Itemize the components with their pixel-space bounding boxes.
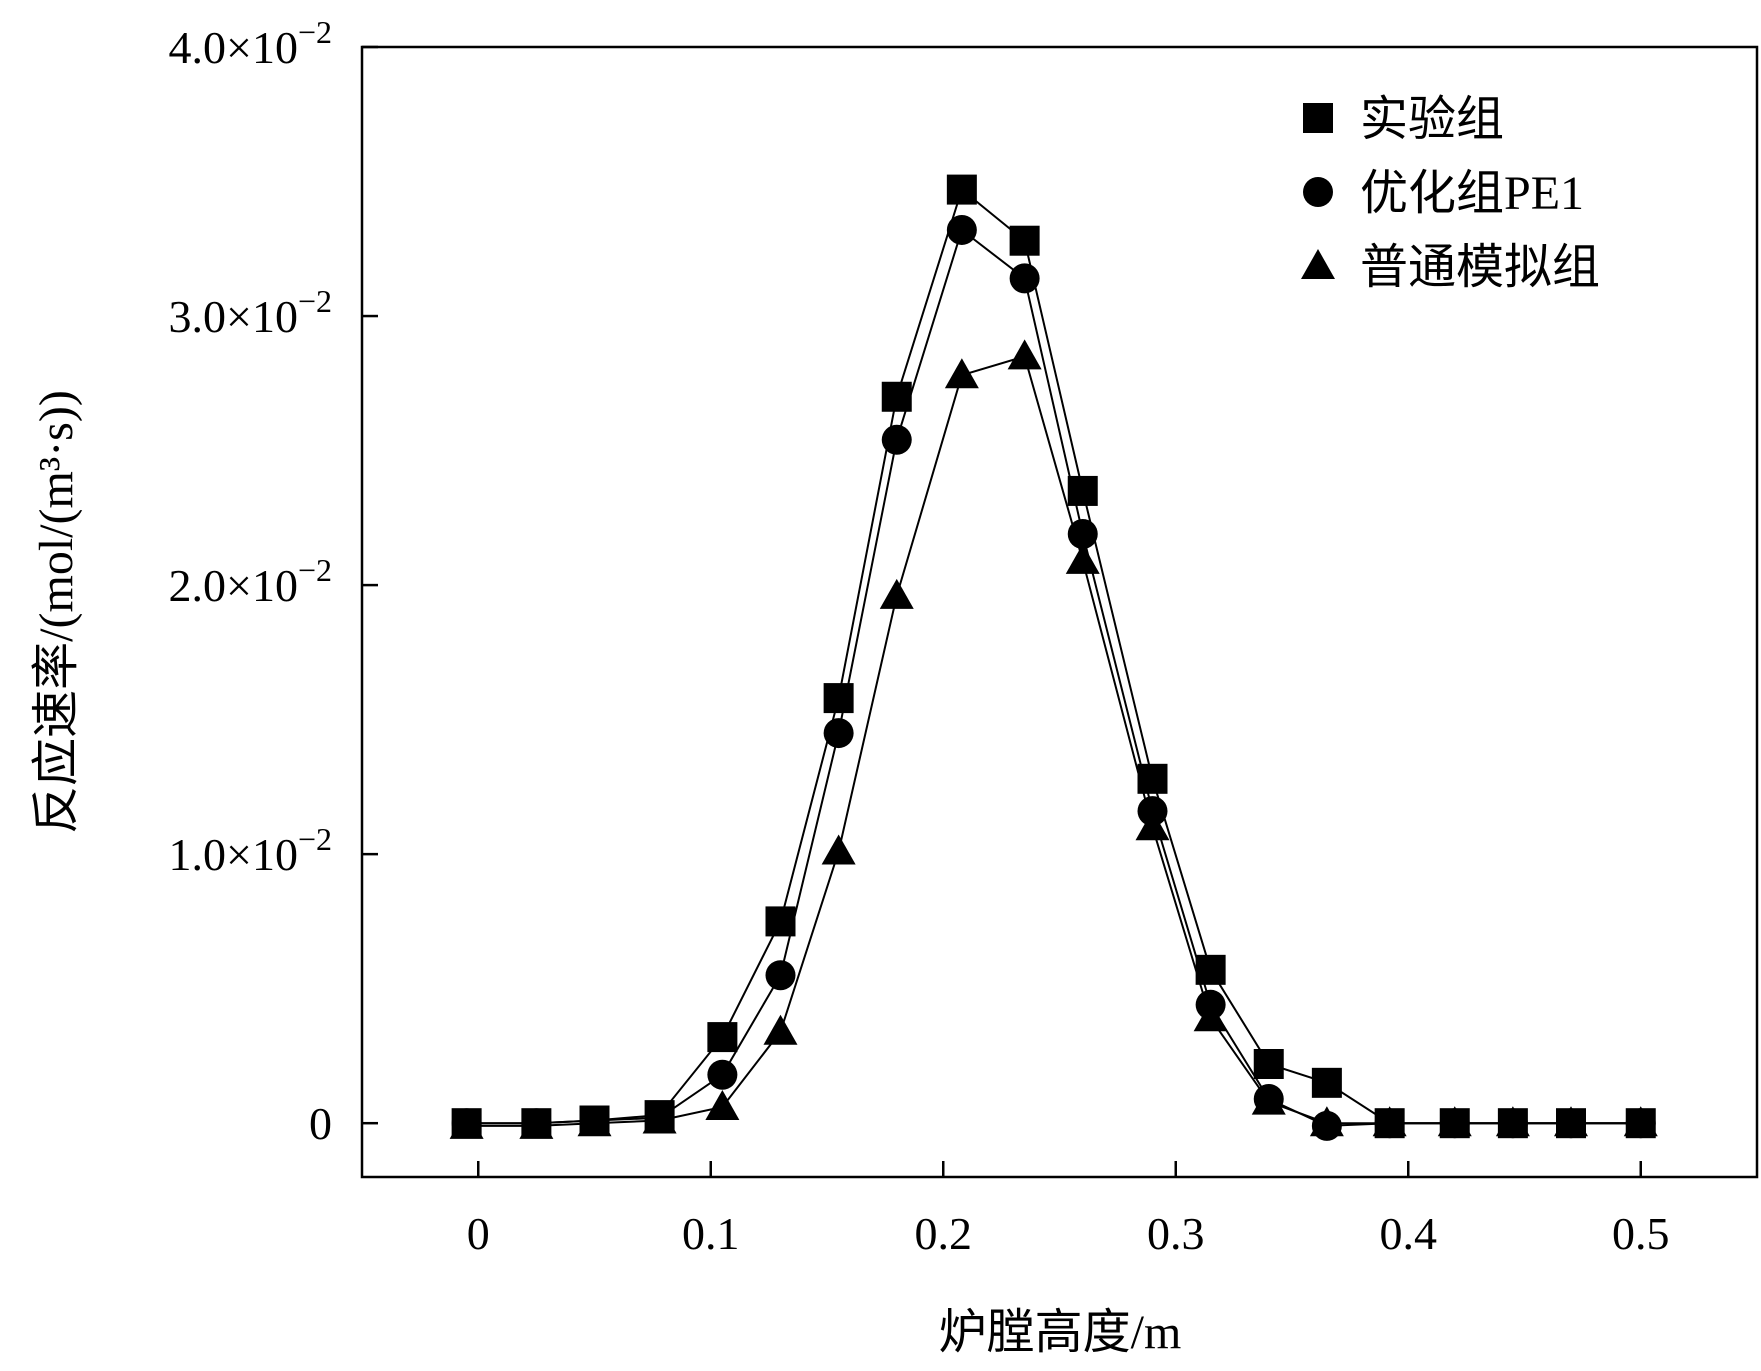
series-line: [466, 355, 1641, 1127]
legend-marker-triangle: [1301, 249, 1335, 279]
data-point-circle: [881, 424, 912, 455]
data-point-triangle: [449, 1108, 484, 1139]
data-point-triangle: [1193, 1001, 1228, 1032]
data-point-triangle: [1135, 810, 1170, 841]
series-circle: [451, 214, 1656, 1141]
data-point-triangle: [944, 358, 979, 389]
series-triangle: [449, 339, 1658, 1139]
x-tick-label: 0.4: [1380, 1208, 1438, 1259]
data-point-circle: [765, 960, 796, 991]
y-axis: 0 1.0×10−2 2.0×10−2 3.0×10−2 4.0×10−2: [169, 14, 378, 1149]
data-point-circle: [1067, 518, 1098, 549]
data-point-circle: [823, 718, 854, 749]
data-point-triangle: [879, 578, 914, 609]
y-tick-label: 1.0×10−2: [169, 821, 333, 880]
data-point-triangle: [642, 1103, 677, 1134]
data-point-triangle: [1623, 1106, 1658, 1137]
data-point-triangle: [519, 1108, 554, 1139]
data-point-circle: [1009, 263, 1040, 294]
legend-label: 普通模拟组: [1360, 241, 1600, 294]
data-point-triangle: [1065, 543, 1100, 574]
data-point-square: [1311, 1067, 1342, 1098]
data-point-triangle: [705, 1090, 740, 1121]
data-point-triangle: [1495, 1106, 1530, 1137]
data-point-triangle: [1309, 1106, 1344, 1137]
x-axis-title: 炉膛高度/m: [939, 1306, 1182, 1359]
data-point-triangle: [821, 834, 856, 865]
x-tick-label: 0.3: [1147, 1208, 1205, 1259]
legend-label: 实验组: [1360, 93, 1504, 146]
y-tick-label: 0: [309, 1098, 332, 1149]
data-point-triangle: [763, 1014, 798, 1045]
plot-frame: [360, 45, 1759, 1179]
data-point-square: [946, 174, 977, 205]
data-point-square: [823, 683, 854, 714]
data-point-triangle: [1251, 1084, 1286, 1115]
x-tick-label: 0.5: [1612, 1208, 1670, 1259]
plot-series: [449, 174, 1658, 1141]
x-tick-label: 0.1: [682, 1208, 740, 1259]
data-point-triangle: [577, 1106, 612, 1137]
y-tick-label: 4.0×10−2: [169, 14, 333, 73]
data-point-triangle: [1007, 339, 1042, 370]
legend-marker-circle: [1303, 177, 1333, 207]
x-tick-label: 0: [467, 1208, 490, 1259]
x-tick-label: 0.2: [915, 1208, 973, 1259]
data-point-triangle: [1372, 1106, 1407, 1137]
data-point-square: [707, 1022, 738, 1053]
data-point-square: [1253, 1049, 1284, 1079]
series-line: [466, 187, 1641, 1125]
data-point-triangle: [1437, 1106, 1472, 1137]
data-point-triangle: [1554, 1106, 1588, 1137]
data-point-circle: [946, 214, 977, 245]
legend-label: 优化组PE1: [1360, 167, 1584, 220]
y-tick-label: 3.0×10−2: [169, 283, 333, 342]
y-axis-title: 反应速率/(mol/(m³·s)): [30, 390, 83, 834]
data-point-circle: [707, 1059, 738, 1090]
data-point-square: [1009, 225, 1040, 256]
x-axis: 0 0.1 0.2 0.3 0.4 0.5: [467, 1161, 1670, 1259]
legend-marker-square: [1303, 103, 1333, 133]
series-square: [451, 174, 1656, 1139]
y-tick-label: 2.0×10−2: [169, 552, 333, 611]
